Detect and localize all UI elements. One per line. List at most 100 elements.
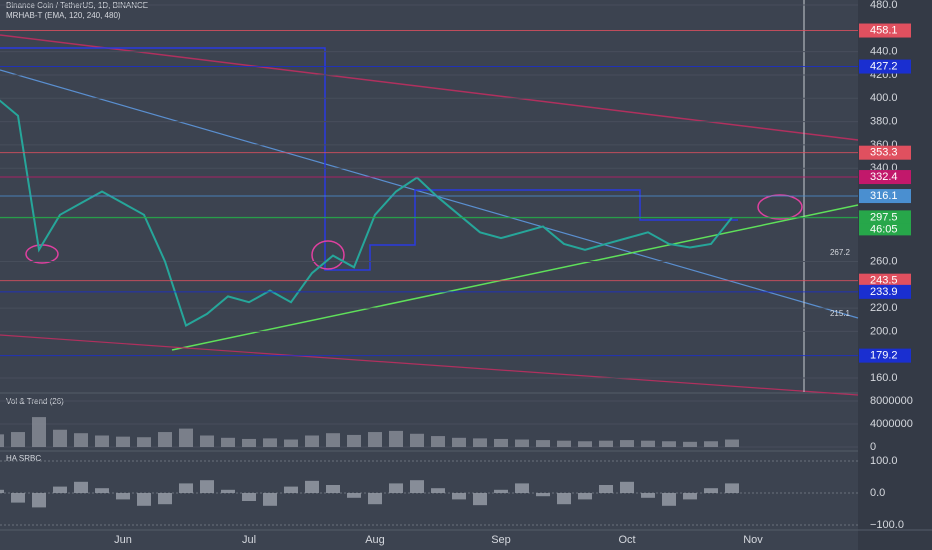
- plot-bg: [0, 0, 858, 550]
- countdown-bg: [859, 223, 911, 236]
- price-tag-label: 353.3: [870, 147, 898, 159]
- bar: [200, 480, 214, 493]
- step-line: [0, 47, 738, 271]
- bar: [95, 488, 109, 493]
- y-tick-label: 220.0: [870, 302, 898, 314]
- bar: [368, 493, 382, 505]
- price-tag: [859, 273, 911, 288]
- x-tick-label: Nov: [743, 534, 763, 546]
- y-tick-label: 0.0: [870, 487, 885, 499]
- bar: [263, 493, 277, 506]
- bar: [158, 432, 172, 447]
- bar: [473, 438, 487, 447]
- bar: [704, 441, 718, 447]
- bar: [53, 429, 67, 447]
- bar: [95, 435, 109, 447]
- price-tag-label: 316.1: [870, 190, 898, 202]
- price-tag: [859, 59, 911, 74]
- bar: [200, 435, 214, 447]
- y-tick-label: 100.0: [870, 455, 898, 467]
- bar: [242, 493, 256, 501]
- bar: [221, 489, 235, 493]
- price-tag-label: 427.2: [870, 60, 898, 72]
- price-tag-label: 179.2: [870, 350, 898, 362]
- bar: [599, 485, 613, 493]
- bar: [578, 493, 592, 500]
- bar: [683, 441, 697, 447]
- bar: [32, 493, 46, 508]
- bar: [116, 436, 130, 447]
- bar: [410, 433, 424, 447]
- bar: [431, 436, 445, 447]
- bar: [74, 433, 88, 447]
- level-label: 267.2: [830, 248, 851, 257]
- x-tick-label: Oct: [618, 534, 635, 546]
- bar: [11, 432, 25, 447]
- bar: [494, 489, 508, 493]
- bar: [704, 488, 718, 493]
- price-tag: [859, 210, 911, 225]
- y-tick-label: 160.0: [870, 372, 898, 384]
- bar: [74, 481, 88, 493]
- price-line: [0, 99, 733, 328]
- bar: [536, 493, 550, 497]
- bar: [137, 437, 151, 447]
- trend-line: [171, 204, 859, 351]
- bar: [494, 438, 508, 447]
- price-tag-label: 297.5: [870, 212, 898, 224]
- y-tick-label: 480.0: [870, 0, 898, 11]
- y-tick-label: 440.0: [870, 46, 898, 58]
- level-label: 215.1: [830, 309, 851, 318]
- bar: [179, 428, 193, 447]
- price-tag-label: 233.9: [870, 286, 898, 298]
- y-tick-label: −100.0: [870, 519, 904, 531]
- pane-title: Vol & Trend (26): [6, 397, 64, 406]
- bar: [431, 488, 445, 493]
- x-tick-label: Jun: [114, 534, 132, 546]
- price-tag: [859, 284, 911, 299]
- x-tick-label: Aug: [365, 534, 385, 546]
- bar: [515, 483, 529, 493]
- price-tag-label: 458.1: [870, 24, 898, 36]
- y-tick-label: 400.0: [870, 92, 898, 104]
- bar: [389, 430, 403, 447]
- bar: [284, 439, 298, 447]
- bar: [641, 440, 655, 447]
- bar: [326, 433, 340, 447]
- bar: [452, 437, 466, 447]
- price-tag-label: 332.4: [870, 171, 898, 183]
- trend-line: [0, 69, 859, 319]
- price-tag: [859, 348, 911, 363]
- trend-line: [0, 34, 859, 141]
- highlight: [757, 194, 803, 220]
- bar: [578, 441, 592, 447]
- bar: [284, 486, 298, 493]
- countdown: 46:05: [870, 223, 898, 235]
- bar: [662, 441, 676, 447]
- bar: [620, 440, 634, 447]
- bar: [662, 493, 676, 506]
- bar: [0, 489, 4, 493]
- highlight: [311, 240, 345, 270]
- bar: [515, 439, 529, 447]
- price-tag-label: 243.5: [870, 275, 898, 287]
- bar: [641, 493, 655, 498]
- bar: [242, 438, 256, 447]
- bar: [32, 417, 46, 447]
- bar: [683, 493, 697, 500]
- bar: [53, 486, 67, 493]
- bar: [347, 434, 361, 447]
- price-tag: [859, 189, 911, 204]
- bar: [536, 440, 550, 447]
- bar: [473, 493, 487, 506]
- bar: [725, 483, 739, 493]
- bar: [557, 440, 571, 447]
- bar: [221, 437, 235, 447]
- chart-title: Binance Coin / TetherUS, 1D, BINANCE: [6, 1, 148, 10]
- bar: [347, 493, 361, 498]
- bar: [305, 435, 319, 447]
- pane-title: HA SRBC: [6, 454, 41, 463]
- x-tick-label: Sep: [491, 534, 511, 546]
